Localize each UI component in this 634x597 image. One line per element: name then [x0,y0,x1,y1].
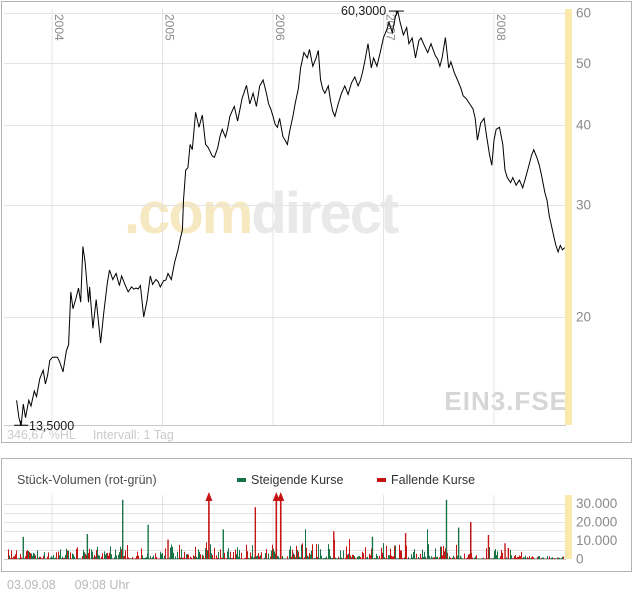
svg-text:60: 60 [576,5,591,20]
price-x-axis-labels: 2004 2005 2006 2007 2008 [52,14,508,41]
volume-title: Stück-Volumen (rot-grün) [17,473,157,487]
volume-grid [4,495,566,560]
svg-text:30: 30 [576,197,591,212]
svg-text:40: 40 [576,118,591,133]
svg-text:2008: 2008 [494,14,508,41]
extreme-tick-marks [14,10,404,426]
legend-item-rising: Steigende Kurse [237,473,343,487]
volume-spikes [22,492,510,559]
legend-falling-label: Fallende Kurse [391,473,476,487]
volume-bars-falling [8,539,564,559]
max-price-annotation: 60,3000 [341,4,387,18]
chart-footer: 03.09.08 09:08 Uhr [7,578,130,592]
svg-text:10.000: 10.000 [576,533,617,548]
legend-rising-label: Steigende Kurse [251,473,344,487]
svg-text:2005: 2005 [163,14,177,41]
svg-text:30.000: 30.000 [576,496,617,511]
legend-item-falling: Fallende Kurse [377,473,475,487]
volume-chart-panel: 30.000 20.000 10.000 0 Stück-Volumen (rot-g… [1,458,632,572]
volume-bars-rising [9,522,563,559]
footer-time: 09:08 Uhr [74,578,130,592]
percent-hl-label: 346,67 %HL [7,428,76,442]
svg-text:50: 50 [576,56,591,71]
min-price-annotation: 13,5000 [29,419,75,433]
svg-text:0: 0 [576,552,584,567]
price-chart-panel: .comdirect EIN3.FSE 60 50 40 30 20 2004 2005 20… [1,1,632,443]
watermark-com: .com [124,181,253,246]
price-y-axis-labels: 60 50 40 30 20 [576,5,591,324]
instrument-symbol-label: EIN3.FSE [444,386,568,416]
rising-color-swatch [237,477,246,482]
volume-y-axis-labels: 30.000 20.000 10.000 0 [576,496,617,567]
svg-text:2006: 2006 [273,14,287,41]
svg-text:20.000: 20.000 [576,515,617,530]
volume-highlight-band [565,495,572,559]
volume-chart-svg: 30.000 20.000 10.000 0 [4,492,617,567]
watermark-direct: direct [251,181,399,246]
svg-text:2004: 2004 [52,14,66,41]
price-line [16,10,566,426]
interval-label: Intervall: 1 Tag [92,428,174,442]
falling-color-swatch [377,477,386,482]
footer-date: 03.09.08 [7,578,56,592]
status-bar: 346,67 %HL Intervall: 1 Tag [7,428,174,442]
last-value-highlight-band [565,9,572,425]
svg-text:20: 20 [576,309,591,324]
comdirect-watermark: .comdirect [124,181,399,246]
price-grid [4,9,566,426]
